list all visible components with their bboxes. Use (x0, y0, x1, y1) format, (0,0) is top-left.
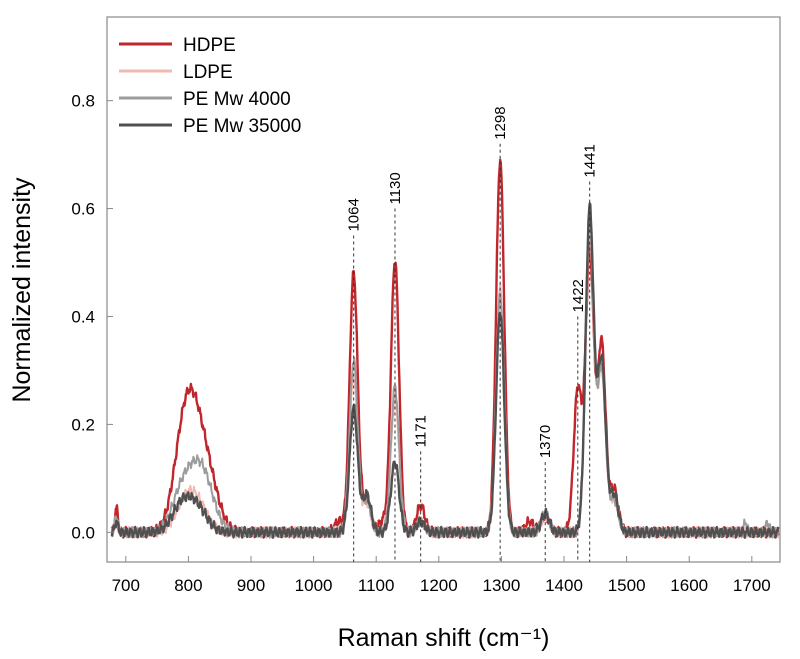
x-tick-label: 1600 (670, 576, 708, 595)
peak-label-1441: 1441 (582, 144, 599, 177)
x-axis-title: Raman shift (cm⁻¹) (338, 624, 550, 652)
x-tick-label: 1200 (420, 576, 458, 595)
series-line-pe-mw-35000 (110, 202, 780, 539)
legend-label-ldpe: LDPE (183, 62, 233, 83)
legend-label-hdpe: HDPE (183, 35, 236, 56)
x-tick-label: 1100 (358, 576, 395, 595)
x-tick-label: 1300 (482, 576, 520, 595)
x-tick-label: 1500 (608, 576, 646, 595)
peak-label-1370: 1370 (537, 425, 554, 458)
y-tick-label: 0.0 (71, 523, 95, 542)
peak-label-1130: 1130 (387, 172, 404, 204)
peak-label-1171: 1171 (413, 415, 430, 447)
peak-label-1064: 1064 (346, 198, 363, 231)
legend-label-pe-mw-35000: PE Mw 35000 (183, 116, 301, 137)
x-tick-label: 1400 (545, 576, 583, 595)
y-tick-label: 0.6 (71, 200, 95, 219)
y-axis-title: Normalized intensity (8, 177, 36, 403)
x-axis-ticks: 700 800 900 1000 1100 1200 1300 1400 1500 1600 170… (112, 556, 771, 595)
y-tick-label: 0.4 (71, 307, 95, 326)
y-tick-label: 0.8 (71, 92, 95, 111)
legend: HDPE LDPE PE Mw 4000 PE Mw 35000 (119, 35, 301, 137)
x-tick-label: 800 (174, 576, 202, 595)
peak-label-1298: 1298 (492, 106, 509, 139)
x-tick-label: 700 (112, 576, 140, 595)
y-axis-ticks: 0.0 0.2 0.4 0.6 0.8 (71, 92, 113, 542)
x-tick-label: 900 (237, 576, 265, 595)
y-tick-label: 0.2 (71, 415, 95, 434)
series-layer (110, 158, 780, 539)
x-tick-label: 1000 (295, 576, 333, 595)
legend-label-pe-mw-4000: PE Mw 4000 (183, 89, 291, 110)
series-line-hdpe (110, 158, 780, 539)
x-tick-label: 1700 (733, 576, 771, 595)
peak-label-1422: 1422 (570, 279, 587, 312)
peak-guide-layer: 1064 1130 1171 1298 1370 1422 1441 (346, 106, 599, 562)
plot-frame (106, 16, 781, 563)
series-line-pe-mw-4000 (111, 214, 780, 539)
